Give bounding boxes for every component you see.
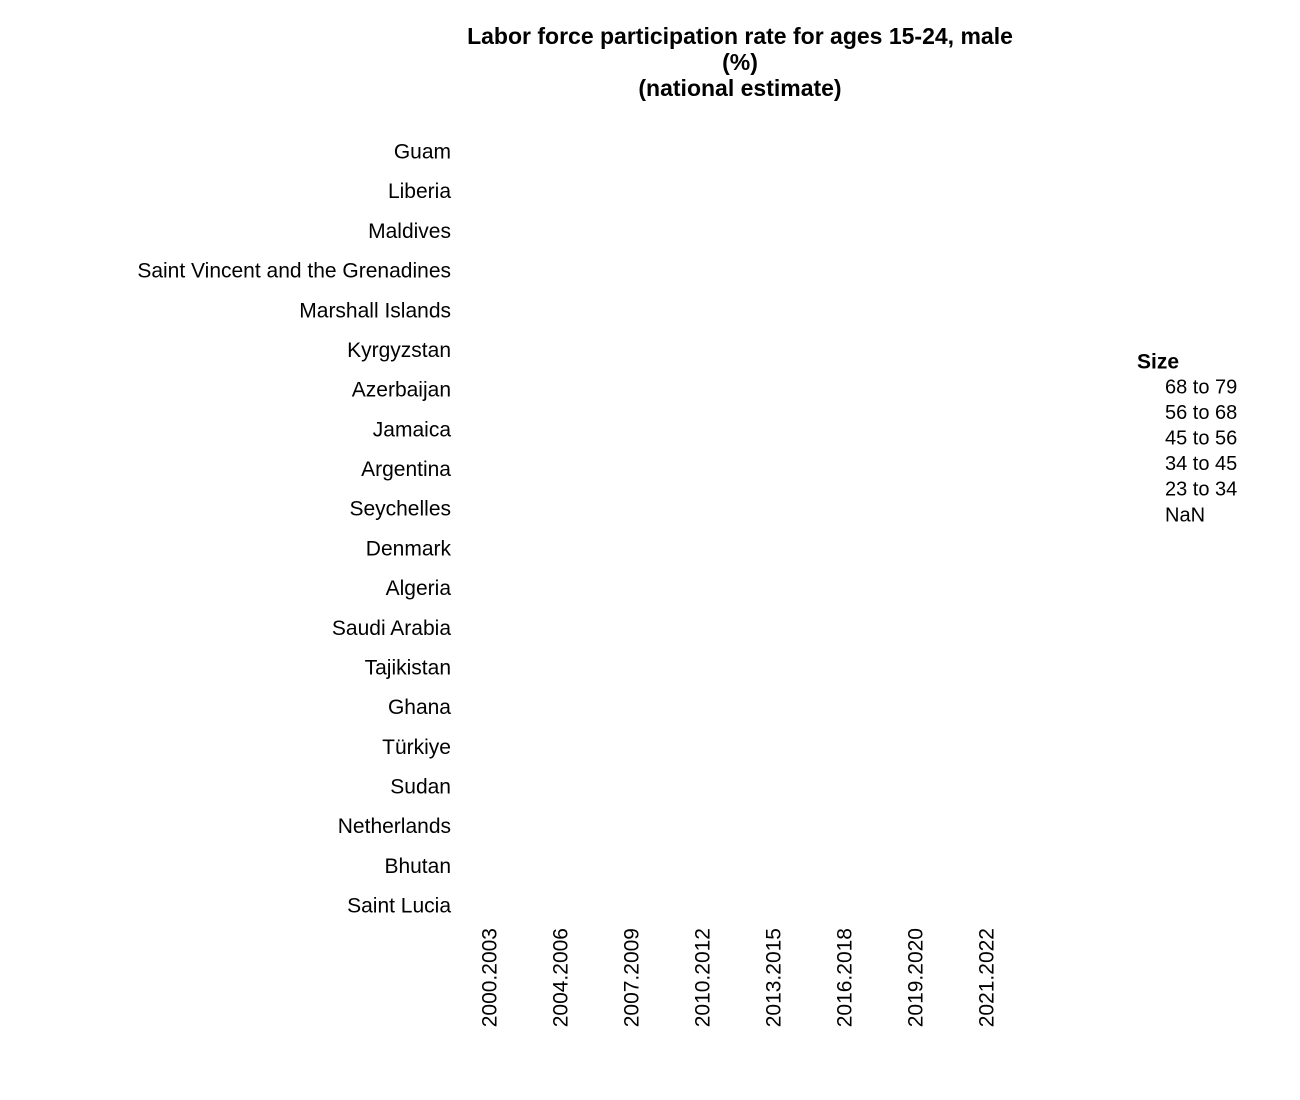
y-tick-label: Jamaica — [373, 418, 452, 441]
y-tick-label: Tajikistan — [365, 656, 451, 679]
chart-title-line: (national estimate) — [638, 75, 841, 101]
legend-item: NaN — [1165, 504, 1205, 526]
y-tick-label: Bhutan — [384, 855, 451, 878]
y-tick-label: Kyrgyzstan — [347, 339, 451, 362]
legend-title: Size — [1137, 351, 1179, 374]
x-tick-label: 2000.2003 — [479, 928, 502, 1027]
legend-item: 56 to 68 — [1165, 402, 1237, 424]
y-tick-label: Saint Lucia — [347, 895, 451, 918]
x-tick-label: 2007.2009 — [621, 928, 644, 1027]
legend-item: 23 to 34 — [1165, 479, 1237, 501]
y-tick-label: Seychelles — [349, 498, 451, 521]
y-tick-label: Türkiye — [382, 736, 451, 759]
y-tick-label: Ghana — [388, 696, 451, 719]
y-tick-label: Sudan — [390, 775, 451, 798]
y-tick-label: Denmark — [366, 537, 452, 560]
y-tick-label: Liberia — [388, 180, 451, 203]
chart-title-line: Labor force participation rate for ages … — [467, 23, 1013, 49]
x-tick-label: 2013.2015 — [763, 928, 786, 1027]
legend-item: 34 to 45 — [1165, 453, 1237, 475]
x-axis-labels: 2000.2003 2004.2006 2007.2009 2010.2012 2013… — [479, 928, 999, 1027]
y-axis-labels: Guam Liberia Maldives Saint Vincent and the… — [137, 141, 451, 918]
x-tick-label: 2016.2018 — [834, 928, 857, 1027]
x-tick-label: 2004.2006 — [550, 928, 573, 1027]
y-tick-label: Argentina — [361, 458, 451, 481]
y-tick-label: Marshall Islands — [299, 299, 451, 322]
x-tick-label: 2010.2012 — [692, 928, 715, 1027]
y-tick-label: Guam — [394, 141, 451, 164]
legend-item: 45 to 56 — [1165, 427, 1237, 449]
y-tick-label: Azerbaijan — [352, 379, 451, 402]
y-tick-label: Netherlands — [338, 815, 451, 838]
x-tick-label: 2019.2020 — [905, 928, 928, 1027]
legend-item: 68 to 79 — [1165, 376, 1237, 398]
chart-title: Labor force participation rate for ages … — [467, 23, 1013, 101]
chart-title-line: (%) — [722, 49, 758, 75]
y-tick-label: Algeria — [386, 577, 452, 600]
y-tick-label: Maldives — [368, 220, 451, 243]
y-tick-label: Saudi Arabia — [332, 617, 451, 640]
y-tick-label: Saint Vincent and the Grenadines — [137, 260, 451, 283]
x-tick-label: 2021.2022 — [976, 928, 999, 1027]
